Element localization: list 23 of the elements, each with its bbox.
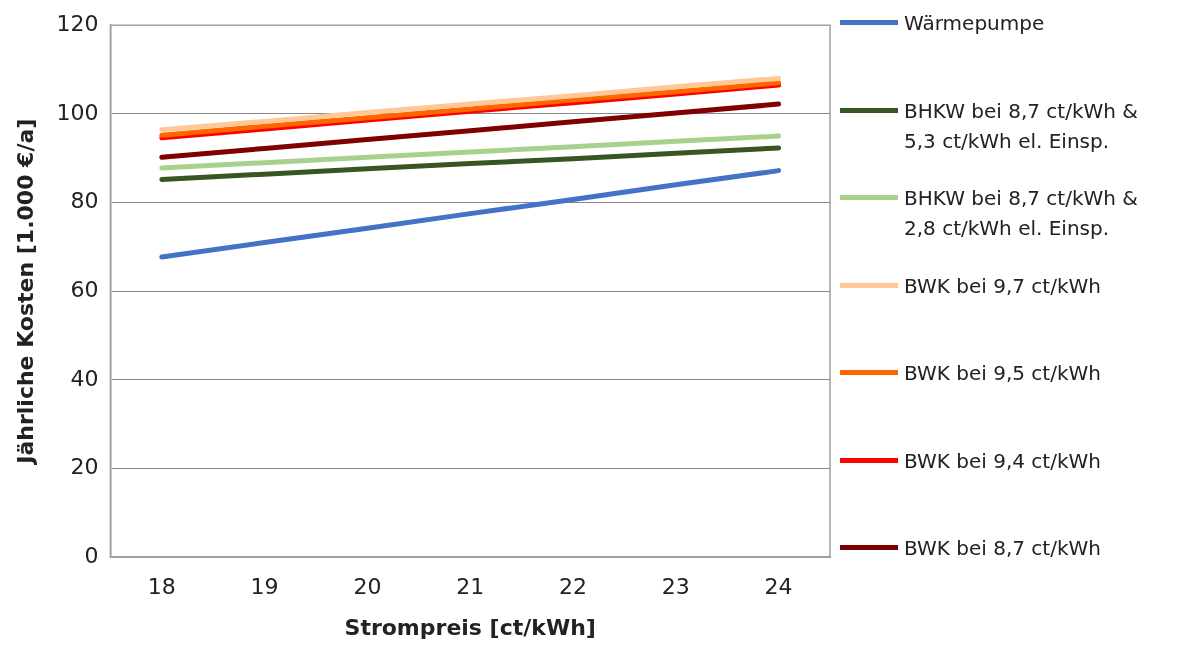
legend-label: BWK bei 9,4 ct/kWh — [904, 447, 1102, 475]
x-tick-label: 24 — [764, 574, 793, 600]
x-tick-label: 20 — [353, 574, 382, 600]
x-tick-label: 19 — [250, 574, 279, 600]
y-tick-label: 100 — [56, 99, 99, 125]
y-tick-label: 40 — [70, 365, 99, 391]
y-axis-title: Jährliche Kosten [1.000 €/a] — [12, 118, 38, 466]
y-tick-label: 120 — [56, 10, 99, 36]
legend-label: BWK bei 9,5 ct/kWh — [904, 360, 1102, 387]
x-tick-label: 18 — [147, 574, 176, 600]
y-tick-label: 60 — [70, 276, 99, 302]
x-tick-label: 21 — [456, 574, 485, 600]
x-tick-label: 22 — [559, 574, 587, 600]
y-tick-label: 0 — [84, 542, 99, 568]
y-tick-label: 80 — [70, 188, 99, 214]
y-tick-label: 20 — [70, 454, 99, 480]
legend-label: Wärmepumpe — [904, 10, 1046, 37]
legend-label: BHKW bei 8,7 ct/kWh & 2,8 ct/kWh el. Einsp. — [904, 185, 1139, 242]
legend-label: BWK bei 8,7 ct/kWh — [904, 535, 1102, 562]
legend-label: BHKW bei 8,7 ct/kWh & 5,3 ct/kWh el. Einsp. — [904, 97, 1139, 155]
legend-label: BWK bei 9,7 ct/kWh — [904, 272, 1102, 300]
x-axis-title: Strompreis [ct/kWh] — [344, 614, 596, 640]
x-tick-label: 23 — [661, 574, 690, 600]
